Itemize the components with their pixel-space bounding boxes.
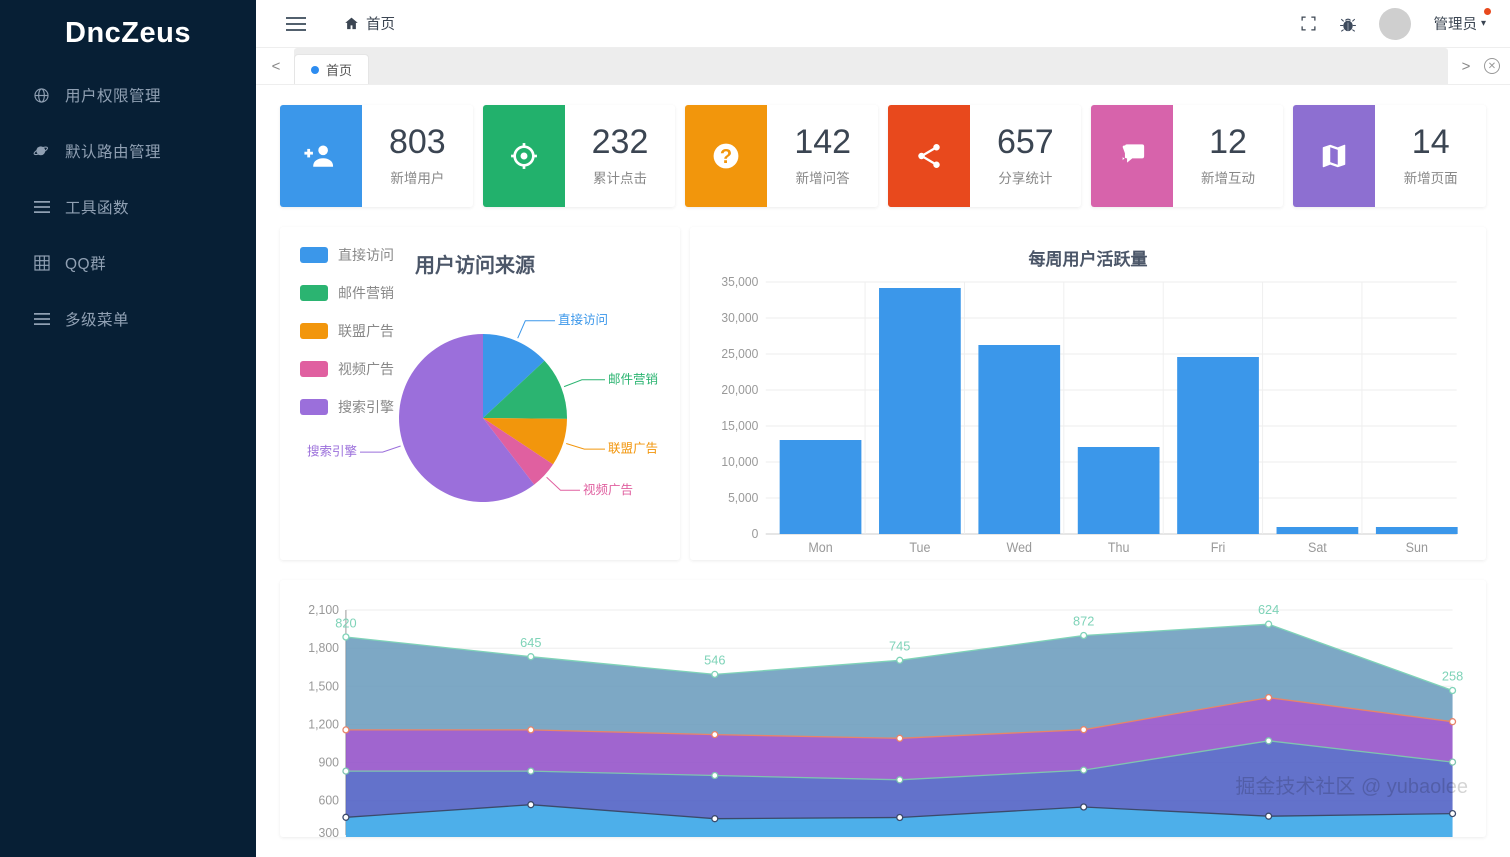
- svg-text:1,500: 1,500: [308, 679, 339, 693]
- svg-text:1,800: 1,800: [308, 641, 339, 655]
- svg-text:邮件营销: 邮件营销: [608, 373, 658, 387]
- svg-text:联盟广告: 联盟广告: [608, 442, 658, 456]
- svg-text:745: 745: [889, 638, 910, 653]
- svg-text:0: 0: [752, 527, 759, 542]
- svg-text:视频广告: 视频广告: [583, 482, 633, 497]
- svg-text:624: 624: [1258, 602, 1279, 617]
- svg-text:900: 900: [319, 756, 340, 770]
- svg-text:645: 645: [520, 635, 541, 650]
- svg-text:30,000: 30,000: [721, 311, 758, 326]
- svg-text:546: 546: [704, 652, 725, 667]
- svg-text:Sun: Sun: [1406, 540, 1428, 556]
- svg-text:25,000: 25,000: [721, 347, 758, 362]
- svg-text:直接访问: 直接访问: [558, 312, 608, 327]
- svg-text:35,000: 35,000: [721, 275, 758, 290]
- svg-text:Thu: Thu: [1108, 540, 1130, 556]
- svg-text:Mon: Mon: [808, 540, 832, 556]
- svg-text:Sat: Sat: [1308, 540, 1327, 556]
- svg-text:300: 300: [319, 826, 340, 837]
- svg-text:Wed: Wed: [1007, 540, 1033, 556]
- svg-text:872: 872: [1073, 613, 1094, 628]
- svg-text:20,000: 20,000: [721, 383, 758, 398]
- svg-text:Tue: Tue: [909, 540, 930, 556]
- svg-text:600: 600: [319, 794, 340, 808]
- svg-text:258: 258: [1442, 668, 1463, 683]
- svg-text:搜索引擎: 搜索引擎: [307, 444, 357, 459]
- svg-text:10,000: 10,000: [721, 455, 758, 470]
- svg-text:15,000: 15,000: [721, 419, 758, 434]
- svg-text:?: ?: [720, 146, 732, 168]
- svg-text:820: 820: [335, 615, 356, 630]
- svg-text:Fri: Fri: [1211, 540, 1226, 556]
- svg-text:1,200: 1,200: [308, 717, 339, 731]
- svg-text:5,000: 5,000: [728, 491, 758, 506]
